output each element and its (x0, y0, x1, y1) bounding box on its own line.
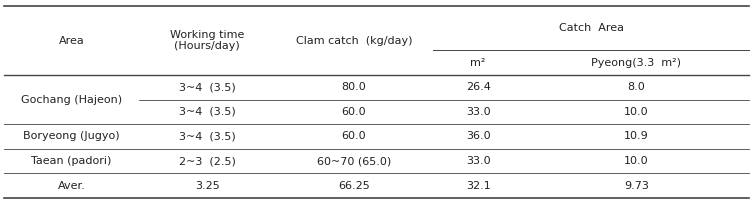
Text: 10.0: 10.0 (624, 156, 648, 166)
Text: 80.0: 80.0 (342, 82, 366, 92)
Text: Catch  Area: Catch Area (559, 23, 623, 33)
Text: 3~4  (3.5): 3~4 (3.5) (178, 82, 236, 92)
Text: 3.25: 3.25 (195, 181, 219, 191)
Text: 36.0: 36.0 (466, 131, 490, 141)
Text: Boryeong (Jugyo): Boryeong (Jugyo) (23, 131, 120, 141)
Text: Taean (padori): Taean (padori) (32, 156, 111, 166)
Text: 60.0: 60.0 (342, 131, 366, 141)
Text: 10.9: 10.9 (624, 131, 648, 141)
Text: 2~3  (2.5): 2~3 (2.5) (178, 156, 236, 166)
Text: m²: m² (471, 58, 486, 68)
Text: 60.0: 60.0 (342, 107, 366, 117)
Text: Clam catch  (kg/day): Clam catch (kg/day) (296, 35, 412, 45)
Text: Pyeong(3.3  m²): Pyeong(3.3 m²) (591, 58, 681, 68)
Text: 10.0: 10.0 (624, 107, 648, 117)
Text: Working time
(Hours/day): Working time (Hours/day) (170, 30, 244, 51)
Text: 3~4  (3.5): 3~4 (3.5) (178, 107, 236, 117)
Text: 26.4: 26.4 (465, 82, 491, 92)
Text: Area: Area (59, 35, 84, 45)
Text: 3~4  (3.5): 3~4 (3.5) (178, 131, 236, 141)
Text: Aver.: Aver. (58, 181, 85, 191)
Text: 66.25: 66.25 (338, 181, 370, 191)
Text: 8.0: 8.0 (627, 82, 645, 92)
Text: 32.1: 32.1 (466, 181, 490, 191)
Text: 9.73: 9.73 (623, 181, 649, 191)
Text: 33.0: 33.0 (466, 156, 490, 166)
Text: 60~70 (65.0): 60~70 (65.0) (317, 156, 391, 166)
Text: Gochang (Hajeon): Gochang (Hajeon) (21, 94, 122, 104)
Text: 33.0: 33.0 (466, 107, 490, 117)
